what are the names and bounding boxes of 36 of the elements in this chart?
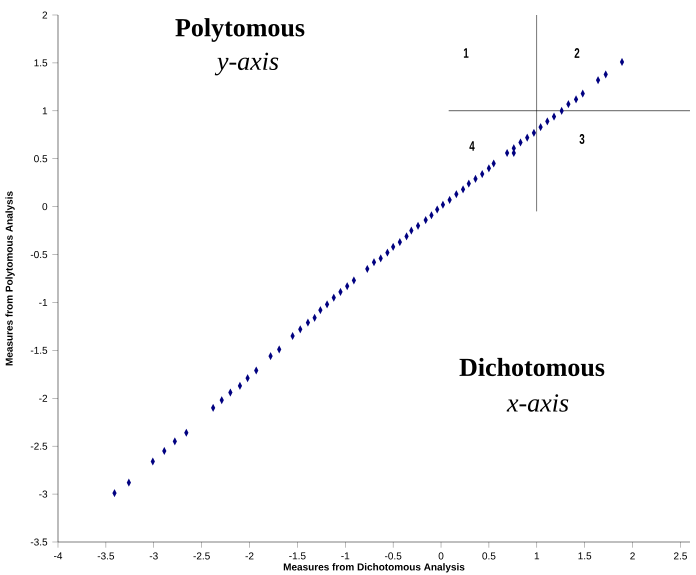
x-axis-title: Measures from Dichotomous Analysis	[284, 563, 464, 572]
x-tick-label: -3.5	[98, 552, 114, 560]
y-tick-label: 1	[42, 107, 48, 114]
x-tick-label: -4	[54, 552, 62, 560]
x-tick-label: -3	[150, 552, 158, 560]
y-axis-title: Measures from Polytomous Analysis	[5, 191, 15, 366]
annotation: 1	[464, 48, 468, 58]
x-tick-label: 0.5	[482, 552, 496, 560]
y-tick-label: -0.5	[30, 251, 48, 258]
y-tick-label: -3	[39, 490, 48, 498]
x-tick-label: 2.5	[674, 552, 687, 560]
y-tick-label: -3.5	[30, 538, 48, 546]
y-tick-label: 0.5	[34, 155, 48, 162]
x-tick-label: 2	[630, 552, 635, 560]
annotation: Dichotomous	[460, 358, 604, 376]
annotation: 2	[574, 48, 580, 58]
x-tick-label: 0	[438, 552, 444, 560]
y-tick-label: 0	[42, 203, 48, 210]
y-tick-label: -1	[39, 299, 48, 306]
y-tick-label: -1.5	[30, 346, 48, 354]
x-tick-label: -1.5	[289, 552, 306, 560]
x-tick-label: -2	[246, 552, 254, 560]
y-tick-label: 2	[42, 12, 48, 18]
x-tick-label: -0.5	[384, 552, 402, 560]
y-tick-label: 1.5	[34, 59, 48, 66]
annotation: y-axis	[214, 52, 278, 76]
x-tick-label: 1.5	[578, 552, 592, 560]
annotation: 4	[469, 141, 475, 151]
x-tick-label: -2.5	[193, 552, 210, 560]
x-tick-label: 1	[534, 552, 540, 560]
annotation: Polytomous	[175, 18, 304, 42]
annotation: 3	[580, 134, 584, 144]
y-tick-label: -2.5	[30, 442, 48, 450]
y-tick-label: -2	[39, 394, 48, 402]
annotation: x-axis	[506, 394, 568, 412]
x-tick-label: -1	[341, 552, 350, 560]
